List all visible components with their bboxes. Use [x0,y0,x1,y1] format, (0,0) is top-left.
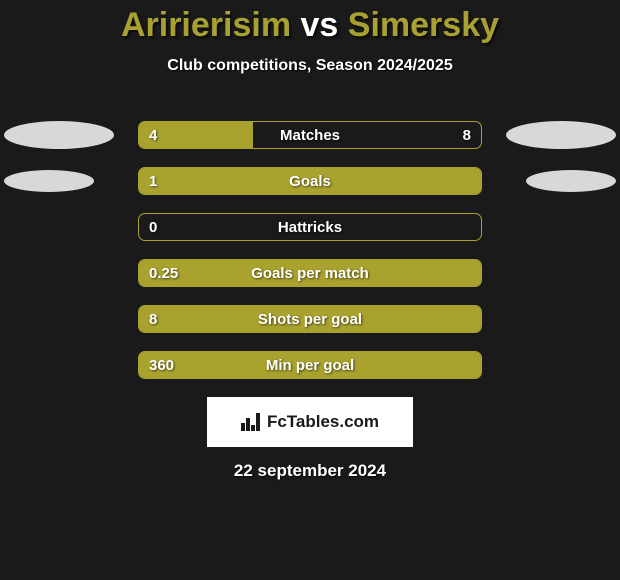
player1-name: Aririerisim [121,6,291,44]
stat-row: 0Hattricks [0,213,620,241]
date-label: 22 september 2024 [0,461,620,481]
branding-box: FcTables.com [207,397,413,447]
stat-label: Goals [139,168,481,194]
branding-text: FcTables.com [267,412,379,432]
stat-label: Matches [139,122,481,148]
stat-bar: 4Matches8 [138,121,482,149]
stat-label: Goals per match [139,260,481,286]
team-marker-right [506,121,616,149]
stat-bar: 1Goals [138,167,482,195]
team-marker-left [4,121,114,149]
subtitle: Club competitions, Season 2024/2025 [0,57,620,75]
stat-row: 8Shots per goal [0,305,620,333]
stat-label: Hattricks [139,214,481,240]
vs-label: vs [301,6,339,44]
player2-name: Simersky [348,6,499,44]
stat-bar: 8Shots per goal [138,305,482,333]
stat-label: Shots per goal [139,306,481,332]
team-marker-left [4,170,94,192]
stat-label: Min per goal [139,352,481,378]
comparison-title: Aririerisim vs Simersky [0,0,620,45]
stat-row: 360Min per goal [0,351,620,379]
stat-bar: 0Hattricks [138,213,482,241]
stat-row: 1Goals [0,167,620,195]
stat-bar: 0.25Goals per match [138,259,482,287]
stat-row: 0.25Goals per match [0,259,620,287]
team-marker-right [526,170,616,192]
stats-chart: 4Matches8 1Goals 0Hattricks 0.25Goals per m… [0,121,620,379]
bars-icon [241,413,261,431]
stat-row: 4Matches8 [0,121,620,149]
stat-bar: 360Min per goal [138,351,482,379]
stat-right-value: 8 [463,122,471,148]
